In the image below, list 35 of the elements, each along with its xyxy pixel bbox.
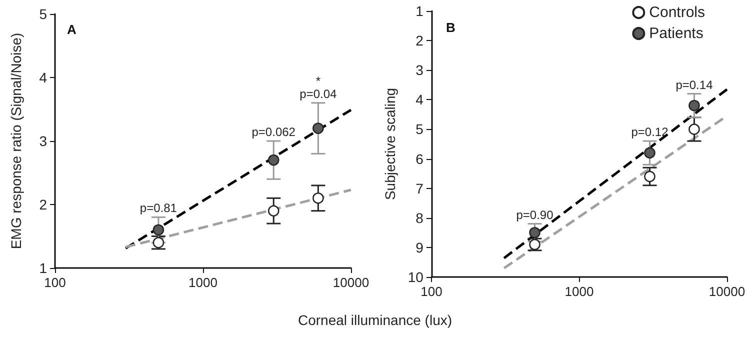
x-tick-label: 10000 [332, 275, 370, 290]
text: B [446, 20, 456, 35]
annotation: p=0.12 [631, 125, 669, 140]
x-axis-title: Corneal illuminance (lux) [296, 312, 454, 328]
y-tick-label: 3 [416, 62, 424, 78]
y-tick-label: 3 [39, 133, 48, 149]
y-tick-label: 6 [416, 150, 424, 167]
annotation: p=0.90 [516, 208, 554, 222]
annotation: p=0.14 [676, 78, 714, 92]
y-tick-label: 5 [39, 6, 48, 22]
y-tick-label: 7 [416, 180, 424, 196]
text: A [67, 22, 77, 37]
y-tick-label: 2 [416, 32, 424, 49]
y-tick-label: 2 [39, 196, 48, 212]
y-tick-label: 5 [416, 121, 424, 138]
annotation: p=0.04 [300, 86, 338, 101]
x-tick-label: 10000 [708, 284, 746, 299]
y-tick-label: 1 [416, 3, 424, 19]
x-tick-label: 1000 [188, 275, 218, 290]
annotation: p=0.81 [140, 201, 178, 216]
legend-label: Controls [649, 4, 706, 21]
y-axis-title: EMG response ratio (Signal/Noise) [8, 32, 24, 250]
x-tick-label: 100 [420, 284, 442, 299]
y-tick-label: 10 [408, 269, 424, 285]
y-tick-label: 1 [39, 260, 48, 276]
legend-label: Patients [649, 25, 704, 42]
x-tick-label: 100 [44, 275, 66, 290]
x-tick-label: 1000 [564, 284, 594, 299]
y-tick-label: 9 [416, 239, 424, 256]
y-tick-label: 4 [39, 70, 48, 86]
annotation: * [316, 74, 321, 88]
annotation: p=0.062 [252, 125, 296, 139]
y-tick-label: 4 [416, 92, 424, 108]
y-axis-title: Subjective scaling [382, 88, 398, 200]
y-tick-label: 8 [416, 210, 424, 226]
